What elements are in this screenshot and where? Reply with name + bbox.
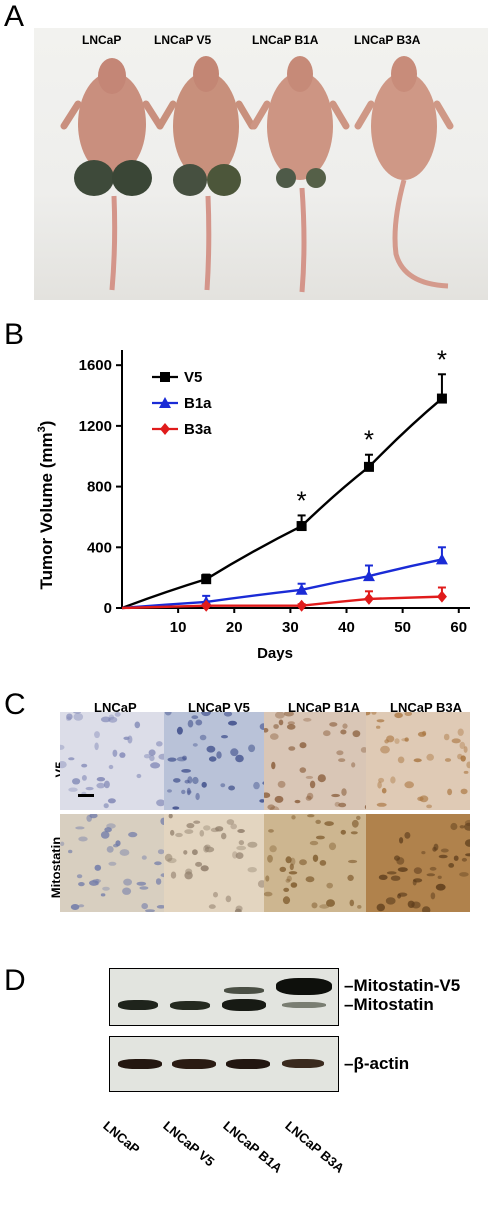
panel-b-letter: B xyxy=(4,318,25,351)
significance-star-1: * xyxy=(364,425,374,455)
mouse-label-lncap-b3a: LNCaP B3A xyxy=(354,33,421,47)
band-mitostatin-lane2 xyxy=(170,1001,210,1010)
panel-a-letter: A xyxy=(4,0,25,33)
band-actin-lane4 xyxy=(282,1059,324,1068)
lane-label-lncap-b1a: LNCaP B1A xyxy=(220,1118,286,1176)
lane-label-lncap-v5: LNCaP V5 xyxy=(160,1118,218,1170)
chart-axes: 0 400 800 1200 1600 10 20 30 40 50 60 xyxy=(79,350,470,636)
panel-d-letter: D xyxy=(4,964,26,997)
blot-mitostatin xyxy=(109,968,339,1026)
x-tick-label-5: 60 xyxy=(450,619,467,636)
ihc-col-lncap-b1a: LNCaP B1A xyxy=(288,700,361,715)
point-b3a-1 xyxy=(201,599,212,612)
mouse-label-lncap-v5: LNCaP V5 xyxy=(154,33,212,47)
x-tick-label-1: 20 xyxy=(226,619,243,636)
ihc-tile-r0-c1 xyxy=(164,712,268,810)
mouse-image-lncap xyxy=(60,58,164,291)
band-mitostatin-lane3 xyxy=(222,999,266,1011)
y-tick-label-0: 0 xyxy=(104,600,112,617)
series-line-b3a xyxy=(121,595,442,610)
series-line-b1a xyxy=(121,558,443,610)
ihc-tile-r1-c1 xyxy=(164,814,268,912)
ihc-tile-r0-c0 xyxy=(60,712,164,810)
point-b3a-4 xyxy=(436,590,447,603)
legend-marker-v5 xyxy=(160,372,170,382)
band-mitostatin-lane4 xyxy=(282,1002,326,1008)
mouse-label-lncap: LNCaP xyxy=(82,33,122,47)
point-v5-4 xyxy=(436,393,447,404)
label-mitostatin-v5: –Mitostatin-V5 xyxy=(344,976,461,995)
band-actin-lane1 xyxy=(118,1059,162,1069)
significance-star-2: * xyxy=(437,344,447,374)
legend-marker-b3a xyxy=(160,423,170,435)
x-tick-label-4: 50 xyxy=(394,619,411,636)
blot-beta-actin xyxy=(109,1036,339,1092)
ihc-col-lncap: LNCaP xyxy=(94,700,137,715)
x-tick-label-3: 40 xyxy=(338,619,355,636)
mouse-label-lncap-b1a: LNCaP B1A xyxy=(252,33,319,47)
point-b3a-3 xyxy=(363,592,374,605)
point-v5-1 xyxy=(201,574,212,585)
chart-marks: * * * V5 B1a B3a xyxy=(121,344,448,612)
band-mitostatin-lane1 xyxy=(118,1000,158,1010)
scale-bar xyxy=(78,794,94,797)
y-tick-label-2: 800 xyxy=(87,479,112,496)
band-mitostatin-v5-lane3 xyxy=(224,987,264,994)
ihc-tile-r1-c2 xyxy=(264,814,368,912)
band-actin-lane2 xyxy=(172,1059,216,1069)
western-blot-panel: –Mitostatin-V5 –Mitostatin –β-actin LNCa… xyxy=(0,940,498,1232)
x-tick-label-0: 10 xyxy=(170,619,187,636)
mouse-image-lncap-b1a xyxy=(250,56,350,293)
significance-star-0: * xyxy=(297,485,307,515)
band-mitostatin-v5-lane4 xyxy=(276,978,332,995)
point-v5-3 xyxy=(363,461,374,472)
band-actin-lane3 xyxy=(226,1059,270,1069)
legend-label-v5: V5 xyxy=(184,369,202,386)
lane-label-lncap: LNCaP xyxy=(100,1118,143,1157)
ihc-tile-r1-c0 xyxy=(60,814,164,912)
legend-label-b1a: B1a xyxy=(184,395,212,412)
x-tick-label-2: 30 xyxy=(282,619,299,636)
ihc-panel: LNCaP LNCaP V5 LNCaP B1A LNCaP B3A V5 Mi… xyxy=(49,700,498,920)
ihc-tile-r1-c3 xyxy=(366,814,470,912)
point-b1a-4 xyxy=(435,553,448,565)
point-b1a-2 xyxy=(295,583,308,595)
mouse-photo-panel: LNCaP LNCaP V5 LNCaP B1A LNCaP B3A xyxy=(34,28,488,300)
y-tick-label-3: 1200 xyxy=(79,418,112,435)
y-tick-label-1: 400 xyxy=(87,539,112,556)
ihc-col-lncap-b3a: LNCaP B3A xyxy=(390,700,463,715)
point-b1a-3 xyxy=(362,570,375,582)
label-beta-actin: –β-actin xyxy=(344,1054,410,1073)
y-tick-label-4: 1600 xyxy=(79,357,112,374)
ihc-tile-r0-c2 xyxy=(264,712,368,810)
ihc-tile-r0-c3 xyxy=(366,712,470,810)
mouse-image-lncap-v5 xyxy=(156,56,256,291)
legend-marker-b1a xyxy=(159,397,171,408)
y-axis-label: Tumor Volume (mm3) xyxy=(36,421,56,590)
x-axis-label: Days xyxy=(257,645,293,662)
legend-label-b3a: B3a xyxy=(184,421,212,438)
panel-c-letter: C xyxy=(4,688,26,721)
label-mitostatin: –Mitostatin xyxy=(344,995,434,1014)
mouse-image-lncap-b3a xyxy=(354,56,454,289)
point-v5-2 xyxy=(296,521,307,532)
lane-label-lncap-b3a: LNCaP B3A xyxy=(282,1118,348,1176)
point-b3a-2 xyxy=(296,599,307,612)
